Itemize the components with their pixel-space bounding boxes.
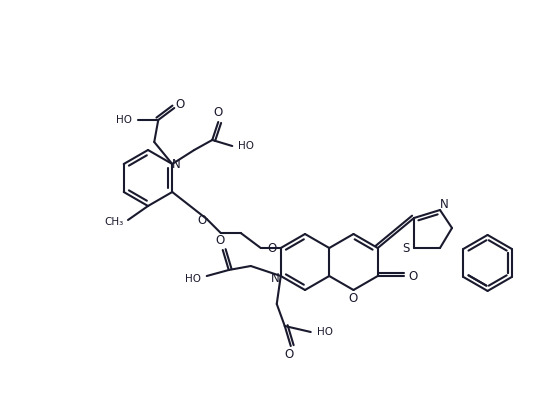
Text: O: O	[175, 97, 185, 111]
Text: HO: HO	[185, 274, 201, 284]
Text: HO: HO	[238, 141, 255, 151]
Text: N: N	[172, 158, 180, 171]
Text: O: O	[197, 215, 207, 228]
Text: O: O	[284, 349, 293, 362]
Text: O: O	[214, 106, 223, 119]
Text: CH₃: CH₃	[105, 217, 124, 227]
Text: HO: HO	[116, 115, 132, 125]
Text: O: O	[267, 242, 276, 255]
Text: O: O	[349, 292, 358, 305]
Text: HO: HO	[317, 327, 333, 337]
Text: S: S	[402, 242, 410, 255]
Text: O: O	[215, 235, 225, 248]
Text: O: O	[408, 270, 417, 282]
Text: N: N	[270, 272, 279, 285]
Text: N: N	[440, 198, 449, 211]
